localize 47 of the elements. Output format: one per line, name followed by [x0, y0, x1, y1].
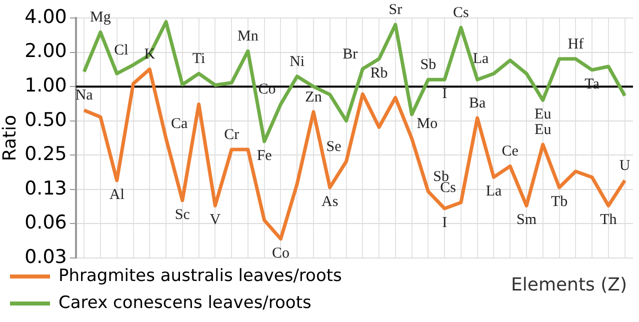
data-label: Ba: [469, 95, 486, 112]
y-tick-label: 0.03: [24, 246, 67, 268]
data-label: Eu: [534, 122, 552, 138]
y-tick-label: 1.00: [24, 74, 67, 97]
data-label: Ni: [290, 54, 305, 70]
data-label: Rb: [370, 65, 388, 82]
y-tick-label: 2.00: [24, 40, 67, 62]
data-label: Eu: [534, 106, 552, 123]
y-tick-label: 4.00: [24, 6, 67, 28]
data-label: Cr: [224, 126, 240, 143]
data-label: Mn: [238, 28, 259, 44]
x-axis-title: Elements (Z): [511, 274, 627, 296]
data-label: Br: [342, 46, 358, 62]
y-tick-label: 0.06: [24, 212, 67, 234]
legend-label: Carex conescens leaves/roots: [58, 292, 312, 313]
data-label: Cs: [453, 4, 470, 21]
data-label: Th: [600, 212, 618, 228]
data-label: Sm: [516, 212, 537, 228]
data-label: Ce: [502, 144, 519, 160]
data-label: Sr: [388, 2, 402, 18]
data-label: Hf: [568, 36, 584, 52]
data-label: Cl: [114, 42, 128, 58]
data-label: V: [210, 212, 221, 228]
y-axis-title: Ratio: [0, 114, 20, 162]
data-label: La: [472, 51, 490, 68]
data-label: Al: [109, 186, 124, 203]
data-label: La: [486, 184, 502, 200]
data-label: Sc: [174, 206, 190, 223]
y-tick-label: 0.50: [24, 108, 67, 131]
y-tick-label: 0.13: [24, 177, 67, 200]
data-label: Sb: [420, 57, 436, 74]
y-tick-label: 0.25: [24, 143, 67, 166]
data-label: Tb: [550, 194, 568, 210]
data-label: Na: [75, 88, 94, 104]
data-label: Mo: [416, 116, 438, 132]
data-label: Ti: [192, 51, 206, 68]
data-label: Ca: [171, 116, 188, 132]
data-label: I: [442, 214, 448, 231]
legend-label: Phragmites australis leaves/roots: [58, 266, 342, 286]
data-label: Zn: [305, 89, 322, 106]
data-label: Fe: [256, 148, 272, 164]
data-label: Co: [272, 245, 290, 262]
data-label: U: [619, 158, 630, 174]
data-label: I: [442, 86, 448, 102]
data-label: As: [322, 194, 338, 210]
data-label: Se: [326, 138, 342, 155]
data-label: Mg: [90, 10, 112, 26]
